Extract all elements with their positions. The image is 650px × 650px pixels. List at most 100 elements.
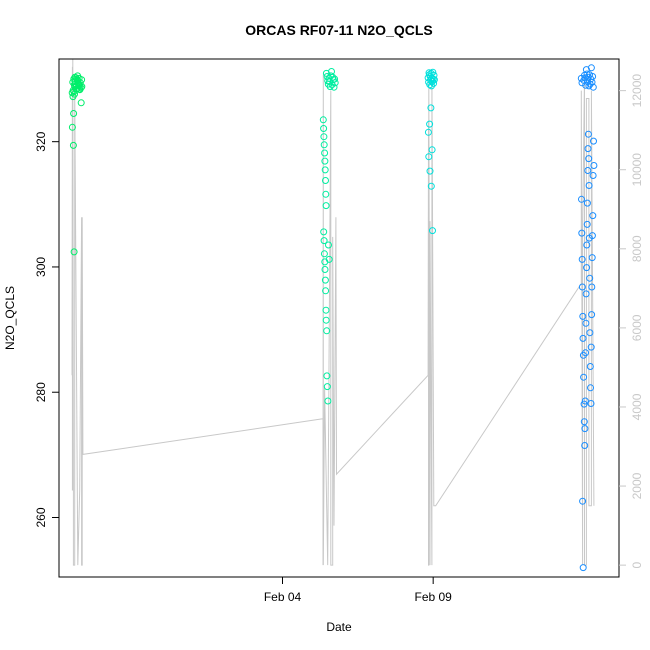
data-point-flight-4 <box>580 418 588 426</box>
data-point-flight-2 <box>322 190 330 198</box>
data-point-flight-2 <box>323 327 331 335</box>
data-point-flight-4 <box>581 397 589 405</box>
data-point-flight-4 <box>579 497 587 505</box>
altitude-line <box>71 58 595 566</box>
data-points-layer <box>68 64 598 572</box>
data-point-flight-4 <box>578 283 586 291</box>
y-axis: 260 280 300 320 <box>34 131 59 528</box>
data-point-flight-4 <box>586 274 594 282</box>
data-point-flight-4 <box>589 83 597 91</box>
y2-tick-label: 10000 <box>630 153 644 187</box>
data-point-flight-3 <box>430 76 438 84</box>
data-point-flight-4 <box>586 329 594 337</box>
chart-title: ORCAS RF07-11 N2O_QCLS <box>245 22 433 38</box>
data-point-flight-1 <box>75 85 83 93</box>
y2-tick-label: 2000 <box>630 472 644 499</box>
data-point-flight-4 <box>586 363 594 370</box>
data-point-flight-4 <box>578 229 586 237</box>
data-point-flight-2 <box>322 202 330 210</box>
data-point-flight-4 <box>585 155 593 163</box>
data-point-flight-2 <box>321 266 329 273</box>
data-point-flight-2 <box>319 116 327 124</box>
data-point-flight-2 <box>322 177 329 184</box>
data-point-flight-4 <box>583 241 591 249</box>
data-point-flight-4 <box>588 254 596 262</box>
data-point-flight-1 <box>68 123 76 131</box>
data-point-flight-2 <box>320 250 328 258</box>
data-point-flight-2 <box>323 383 331 391</box>
data-point-flight-2 <box>321 166 329 174</box>
data-point-flight-4 <box>582 319 590 327</box>
x-tick-label: Feb 09 <box>414 590 452 604</box>
data-point-flight-4 <box>584 167 592 174</box>
y-tick-label: 260 <box>34 507 48 527</box>
data-point-flight-2 <box>331 79 339 87</box>
y2-tick-label: 12000 <box>630 74 644 108</box>
data-point-flight-2 <box>320 125 328 132</box>
altitude-line-layer <box>71 58 595 566</box>
data-point-flight-4 <box>582 81 590 89</box>
data-point-flight-2 <box>321 157 329 165</box>
data-point-flight-2 <box>322 316 330 324</box>
data-point-flight-1 <box>77 99 85 107</box>
data-point-flight-2 <box>320 141 328 149</box>
data-point-flight-4 <box>579 312 587 320</box>
data-point-flight-2 <box>328 68 335 75</box>
data-point-flight-4 <box>587 400 595 407</box>
data-point-flight-4 <box>582 349 589 357</box>
data-point-flight-3 <box>430 79 438 87</box>
data-point-flight-3 <box>430 71 438 79</box>
data-point-flight-3 <box>429 75 437 83</box>
data-point-flight-2 <box>330 83 338 91</box>
data-point-flight-3 <box>428 146 436 154</box>
data-point-flight-4 <box>579 564 587 572</box>
data-point-flight-4 <box>589 172 597 179</box>
data-point-flight-4 <box>583 199 591 207</box>
y2-tick-label: 6000 <box>630 314 644 341</box>
data-point-flight-3 <box>424 128 432 136</box>
data-point-flight-1 <box>70 248 78 256</box>
data-point-flight-2 <box>321 276 329 284</box>
data-point-flight-2 <box>325 241 332 249</box>
data-point-flight-2 <box>326 83 334 91</box>
data-point-flight-4 <box>590 137 597 145</box>
data-point-flight-3 <box>429 227 436 235</box>
data-point-flight-4 <box>581 442 589 449</box>
y-axis-label: N2O_QCLS <box>3 286 17 350</box>
data-point-flight-2 <box>323 372 331 380</box>
data-point-flight-3 <box>429 68 437 76</box>
data-point-flight-4 <box>589 212 597 220</box>
data-point-flight-4 <box>589 73 597 80</box>
y2-tick-label: 0 <box>630 561 644 568</box>
data-point-flight-2 <box>322 306 330 314</box>
x-tick-label: Feb 04 <box>264 590 302 604</box>
data-point-flight-2 <box>320 237 328 245</box>
data-point-flight-1 <box>78 76 86 84</box>
data-point-flight-4 <box>578 255 586 263</box>
data-point-flight-1 <box>72 80 79 88</box>
data-point-flight-4 <box>588 283 596 291</box>
data-point-flight-4 <box>584 145 592 153</box>
data-point-flight-4 <box>581 425 589 433</box>
data-point-flight-4 <box>580 373 588 381</box>
data-point-flight-2 <box>322 287 330 295</box>
y-tick-label: 280 <box>34 382 48 402</box>
data-point-flight-4 <box>583 264 591 272</box>
data-point-flight-2 <box>320 228 328 236</box>
data-point-flight-3 <box>426 120 434 128</box>
data-point-flight-4 <box>587 64 595 72</box>
data-point-flight-2 <box>325 255 333 263</box>
secondary-y-axis: 0 2000 4000 6000 8000 10000 12000 <box>619 74 644 568</box>
data-point-flight-3 <box>425 153 433 161</box>
data-point-flight-3 <box>427 182 435 190</box>
y-tick-label: 300 <box>34 257 48 277</box>
data-point-flight-2 <box>320 133 328 141</box>
data-point-flight-1 <box>73 75 81 83</box>
y2-tick-label: 4000 <box>630 393 644 420</box>
data-point-flight-2 <box>321 149 329 157</box>
data-point-flight-4 <box>590 162 598 169</box>
data-point-flight-1 <box>75 81 83 89</box>
y-tick-label: 320 <box>34 131 48 151</box>
data-point-flight-4 <box>588 232 596 240</box>
data-point-flight-1 <box>70 110 78 117</box>
